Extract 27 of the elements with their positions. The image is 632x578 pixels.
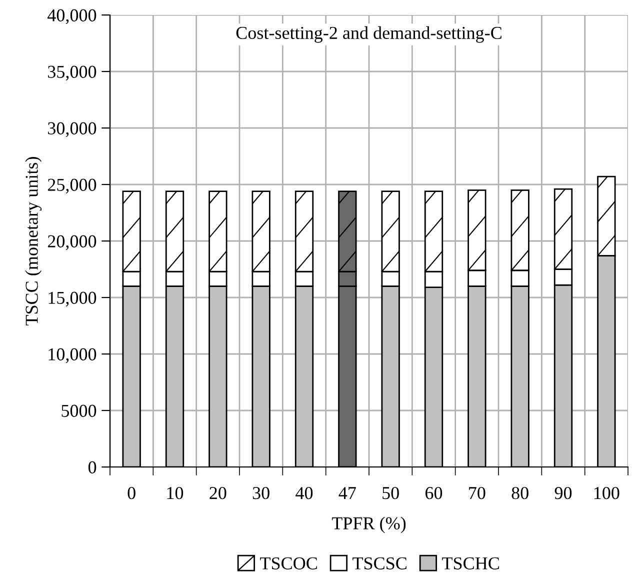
y-tick-label: 15,000 xyxy=(48,292,96,307)
x-axis-title: TPFR (%) xyxy=(332,516,406,534)
y-tick-label: 25,000 xyxy=(48,178,96,194)
text: Cost-setting-2 and demand-setting-C xyxy=(236,26,502,43)
x-tick-label: 90 xyxy=(554,486,572,500)
x-tick-label: 10 xyxy=(167,486,184,500)
y-tick-label: 35,000 xyxy=(48,66,96,81)
x-tick-label: 50 xyxy=(382,486,399,500)
y-tick-label: 10,000 xyxy=(48,348,96,364)
x-tick-label: 100 xyxy=(594,486,620,500)
y-axis-title: TSCC (monetary units) xyxy=(25,157,42,326)
y-tick-label: 0 xyxy=(88,461,96,474)
y-tick-label: 30,000 xyxy=(48,122,96,138)
y-tick-label: 40,000 xyxy=(48,9,96,24)
x-tick-label: 47 xyxy=(338,487,356,499)
x-tick-label: 80 xyxy=(512,486,528,500)
x-tick-label: 20 xyxy=(210,486,226,500)
legend-label: TSCOC xyxy=(260,557,317,570)
x-tick-label: 30 xyxy=(252,486,270,500)
legend-label: TSCSC xyxy=(352,557,406,570)
x-tick-label: 70 xyxy=(469,486,486,500)
y-tick-label: 5000 xyxy=(62,404,96,417)
legend-label: TSCHC xyxy=(442,557,499,570)
x-tick-label: 0 xyxy=(128,486,136,500)
x-tick-label: 40 xyxy=(296,486,313,500)
y-tick-label: 20,000 xyxy=(48,235,96,250)
x-tick-label: 60 xyxy=(426,486,442,500)
